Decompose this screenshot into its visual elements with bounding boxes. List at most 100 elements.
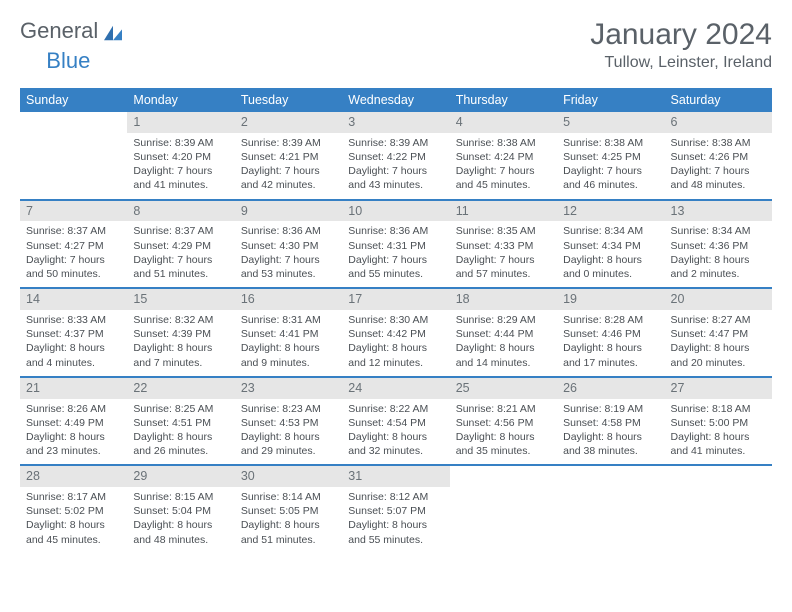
daylight-text: and 23 minutes. <box>26 444 121 458</box>
calendar-body: 1Sunrise: 8:39 AMSunset: 4:20 PMDaylight… <box>20 112 772 553</box>
day-number: 25 <box>450 378 557 399</box>
daylight-text: and 53 minutes. <box>241 267 336 281</box>
day-number: 12 <box>557 201 664 222</box>
day-number: 30 <box>235 466 342 487</box>
daylight-text: and 46 minutes. <box>563 178 658 192</box>
daylight-text: and 48 minutes. <box>133 533 228 547</box>
sunrise-text: Sunrise: 8:22 AM <box>348 402 443 416</box>
calendar-day: 13Sunrise: 8:34 AMSunset: 4:36 PMDayligh… <box>665 201 772 288</box>
day-number: 31 <box>342 466 449 487</box>
calendar-day: 24Sunrise: 8:22 AMSunset: 4:54 PMDayligh… <box>342 378 449 465</box>
daylight-text: and 0 minutes. <box>563 267 658 281</box>
day-number: 29 <box>127 466 234 487</box>
daylight-text: Daylight: 8 hours <box>241 518 336 532</box>
day-number: 3 <box>342 112 449 133</box>
sunset-text: Sunset: 4:44 PM <box>456 327 551 341</box>
sunset-text: Sunset: 5:07 PM <box>348 504 443 518</box>
day-number: 6 <box>665 112 772 133</box>
calendar-day: 1Sunrise: 8:39 AMSunset: 4:20 PMDaylight… <box>127 112 234 199</box>
sunrise-text: Sunrise: 8:36 AM <box>348 224 443 238</box>
daylight-text: and 14 minutes. <box>456 356 551 370</box>
calendar-day: 12Sunrise: 8:34 AMSunset: 4:34 PMDayligh… <box>557 201 664 288</box>
calendar-day: 4Sunrise: 8:38 AMSunset: 4:24 PMDaylight… <box>450 112 557 199</box>
calendar-day: 11Sunrise: 8:35 AMSunset: 4:33 PMDayligh… <box>450 201 557 288</box>
calendar-day <box>450 466 557 553</box>
month-title: January 2024 <box>590 18 772 52</box>
daylight-text: and 7 minutes. <box>133 356 228 370</box>
sunrise-text: Sunrise: 8:26 AM <box>26 402 121 416</box>
daylight-text: Daylight: 7 hours <box>671 164 766 178</box>
day-number: 20 <box>665 289 772 310</box>
daylight-text: Daylight: 8 hours <box>563 430 658 444</box>
sunset-text: Sunset: 4:33 PM <box>456 239 551 253</box>
calendar-day: 8Sunrise: 8:37 AMSunset: 4:29 PMDaylight… <box>127 201 234 288</box>
sunrise-text: Sunrise: 8:39 AM <box>133 136 228 150</box>
day-number: 23 <box>235 378 342 399</box>
daylight-text: and 45 minutes. <box>26 533 121 547</box>
daylight-text: Daylight: 8 hours <box>26 341 121 355</box>
calendar-day: 3Sunrise: 8:39 AMSunset: 4:22 PMDaylight… <box>342 112 449 199</box>
calendar-day: 23Sunrise: 8:23 AMSunset: 4:53 PMDayligh… <box>235 378 342 465</box>
calendar-header-row: Sunday Monday Tuesday Wednesday Thursday… <box>20 88 772 112</box>
calendar-day: 26Sunrise: 8:19 AMSunset: 4:58 PMDayligh… <box>557 378 664 465</box>
daylight-text: Daylight: 8 hours <box>671 253 766 267</box>
sunset-text: Sunset: 4:30 PM <box>241 239 336 253</box>
daylight-text: and 43 minutes. <box>348 178 443 192</box>
sunset-text: Sunset: 4:27 PM <box>26 239 121 253</box>
calendar-day: 17Sunrise: 8:30 AMSunset: 4:42 PMDayligh… <box>342 289 449 376</box>
day-number: 17 <box>342 289 449 310</box>
day-number: 24 <box>342 378 449 399</box>
sunset-text: Sunset: 5:02 PM <box>26 504 121 518</box>
sunrise-text: Sunrise: 8:34 AM <box>671 224 766 238</box>
calendar-day <box>665 466 772 553</box>
daylight-text: Daylight: 8 hours <box>26 430 121 444</box>
day-number: 10 <box>342 201 449 222</box>
daylight-text: and 55 minutes. <box>348 267 443 281</box>
brand-part1: General <box>20 18 98 44</box>
daylight-text: and 51 minutes. <box>241 533 336 547</box>
daylight-text: Daylight: 7 hours <box>563 164 658 178</box>
daylight-text: Daylight: 8 hours <box>456 430 551 444</box>
daylight-text: Daylight: 8 hours <box>133 518 228 532</box>
sunrise-text: Sunrise: 8:35 AM <box>456 224 551 238</box>
daylight-text: Daylight: 7 hours <box>348 253 443 267</box>
sunset-text: Sunset: 4:39 PM <box>133 327 228 341</box>
daylight-text: and 50 minutes. <box>26 267 121 281</box>
calendar-week: 1Sunrise: 8:39 AMSunset: 4:20 PMDaylight… <box>20 112 772 201</box>
sunrise-text: Sunrise: 8:21 AM <box>456 402 551 416</box>
location-text: Tullow, Leinster, Ireland <box>590 54 772 72</box>
daylight-text: and 12 minutes. <box>348 356 443 370</box>
title-block: January 2024 Tullow, Leinster, Ireland <box>590 18 772 72</box>
daylight-text: Daylight: 8 hours <box>133 430 228 444</box>
dayhead-monday: Monday <box>127 88 234 112</box>
sunrise-text: Sunrise: 8:17 AM <box>26 490 121 504</box>
daylight-text: and 20 minutes. <box>671 356 766 370</box>
dayhead-sunday: Sunday <box>20 88 127 112</box>
daylight-text: and 32 minutes. <box>348 444 443 458</box>
calendar-day: 19Sunrise: 8:28 AMSunset: 4:46 PMDayligh… <box>557 289 664 376</box>
day-number: 1 <box>127 112 234 133</box>
daylight-text: and 26 minutes. <box>133 444 228 458</box>
calendar-day: 10Sunrise: 8:36 AMSunset: 4:31 PMDayligh… <box>342 201 449 288</box>
daylight-text: Daylight: 8 hours <box>563 341 658 355</box>
calendar-day: 9Sunrise: 8:36 AMSunset: 4:30 PMDaylight… <box>235 201 342 288</box>
calendar-day: 5Sunrise: 8:38 AMSunset: 4:25 PMDaylight… <box>557 112 664 199</box>
day-number: 8 <box>127 201 234 222</box>
sunset-text: Sunset: 4:46 PM <box>563 327 658 341</box>
sunrise-text: Sunrise: 8:37 AM <box>26 224 121 238</box>
daylight-text: and 17 minutes. <box>563 356 658 370</box>
calendar-week: 21Sunrise: 8:26 AMSunset: 4:49 PMDayligh… <box>20 378 772 467</box>
daylight-text: Daylight: 8 hours <box>671 430 766 444</box>
sunrise-text: Sunrise: 8:25 AM <box>133 402 228 416</box>
sunset-text: Sunset: 4:56 PM <box>456 416 551 430</box>
sunset-text: Sunset: 4:24 PM <box>456 150 551 164</box>
daylight-text: and 9 minutes. <box>241 356 336 370</box>
dayhead-saturday: Saturday <box>665 88 772 112</box>
daylight-text: and 29 minutes. <box>241 444 336 458</box>
day-number: 2 <box>235 112 342 133</box>
daylight-text: Daylight: 7 hours <box>348 164 443 178</box>
calendar-day: 30Sunrise: 8:14 AMSunset: 5:05 PMDayligh… <box>235 466 342 553</box>
daylight-text: Daylight: 8 hours <box>671 341 766 355</box>
calendar: Sunday Monday Tuesday Wednesday Thursday… <box>20 88 772 553</box>
daylight-text: Daylight: 8 hours <box>456 341 551 355</box>
